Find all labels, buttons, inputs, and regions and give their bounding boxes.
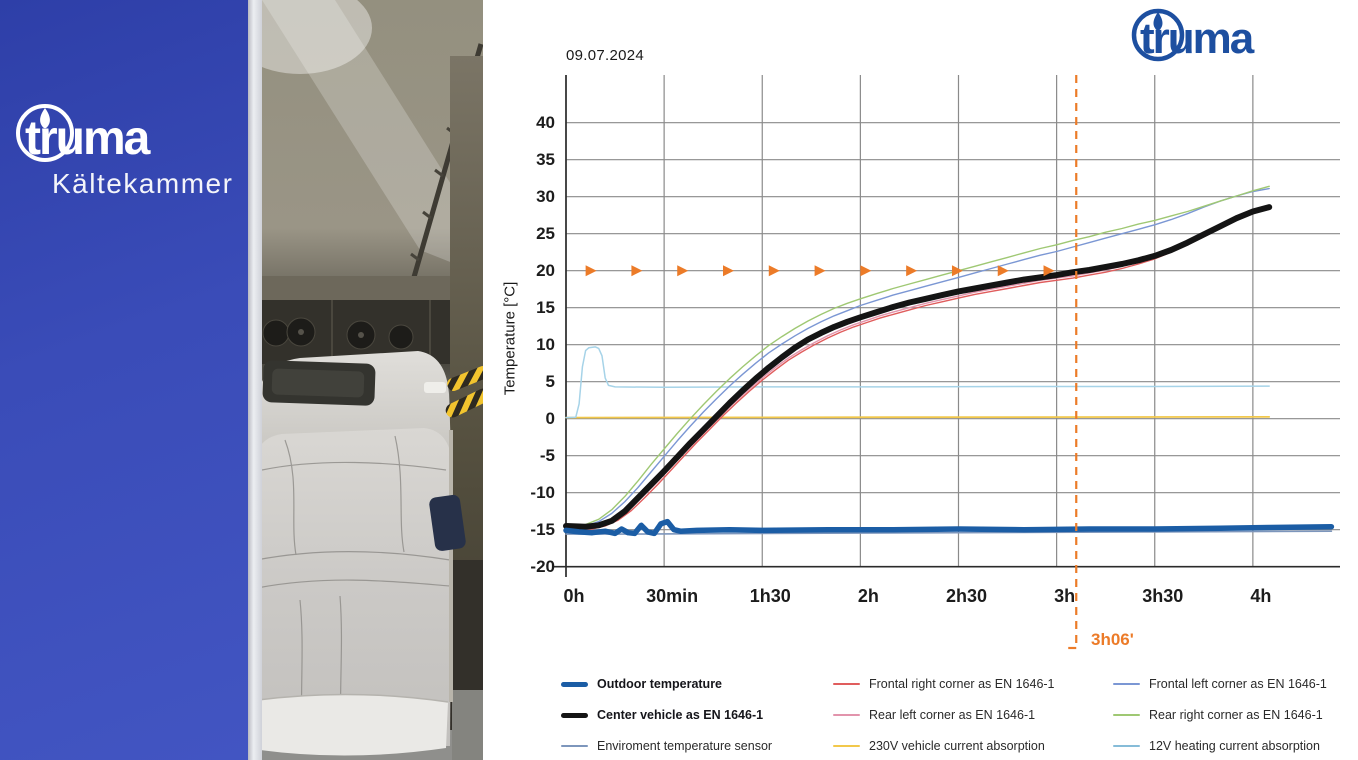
target-arrows-20c [585, 265, 1055, 277]
flame-icon [1153, 12, 1163, 31]
y-tick--20: -20 [530, 556, 555, 576]
legend-item-rear-right-corner-as-en-1646-1: Rear right corner as EN 1646-1 [1113, 707, 1323, 723]
logo-circle [16, 104, 74, 162]
legend-label: Outdoor temperature [597, 677, 723, 691]
legend-label: Enviroment temperature sensor [597, 739, 773, 753]
legend-item-12v-heating-current-absorption: 12V heating current absorption [1113, 738, 1320, 754]
y-tick-15: 15 [536, 297, 555, 317]
logo-circle [1131, 8, 1185, 62]
roof-label [424, 382, 446, 393]
legend-label: Center vehicle as EN 1646-1 [597, 708, 764, 722]
series-rear-right-corner-as-en-1646-1 [565, 185, 1270, 529]
legend-swatch [833, 714, 860, 716]
ceiling-light-streak [262, 0, 483, 275]
vehicle-tarp [254, 428, 452, 746]
y-tick-30: 30 [536, 186, 555, 206]
x-tick-1h30: 1h30 [749, 586, 791, 606]
series-frontal-left-corner-as-en-1646-1 [565, 187, 1270, 529]
floor-corner [452, 690, 483, 760]
stand-pole [449, 430, 453, 702]
caution-stripes [445, 366, 483, 418]
series-12v-heating-current-absorption [565, 346, 1270, 419]
legend-swatch [1113, 683, 1140, 685]
wall-beam [258, 276, 460, 302]
cold-chamber-photo: truma Kältekammer [0, 0, 483, 760]
legend-item-230v-vehicle-current-absorption: 230V vehicle current absorption [833, 738, 1045, 754]
legend-swatch [1113, 745, 1140, 747]
gridlines [565, 75, 1340, 567]
tarp-skirt [258, 694, 448, 756]
x-tick-4h: 4h [1250, 586, 1272, 606]
temperature-chart-panel: 09.07.2024 Temperature [°C] 3h06' truma … [483, 0, 1358, 760]
legend-label: Rear left corner as EN 1646-1 [869, 708, 1036, 722]
tarp-creases [255, 435, 451, 741]
series-enviroment-temperature-sensor [565, 530, 1333, 535]
legend-swatch [561, 681, 588, 687]
x-tick-2h30: 2h30 [945, 586, 987, 606]
y-tick-5: 5 [545, 371, 555, 391]
axes [553, 75, 1340, 577]
chamber-fans [262, 317, 414, 350]
legend-swatch [561, 712, 588, 718]
blue-chamber-door [0, 0, 248, 760]
truma-wordmark: truma [25, 112, 151, 165]
legend-label: Rear right corner as EN 1646-1 [1149, 708, 1323, 722]
legend-item-outdoor-temperature: Outdoor temperature [561, 676, 722, 692]
legend-swatch [833, 745, 860, 747]
legend-swatch [833, 683, 860, 685]
x-tick-3h30: 3h30 [1142, 586, 1184, 606]
series-outdoor-temperature [563, 518, 1335, 537]
truma-wordmark: truma [1140, 14, 1255, 63]
y-tick-20: 20 [536, 260, 555, 280]
legend-label: 230V vehicle current absorption [869, 739, 1045, 753]
series-center-vehicle-as-en-1646-1 [563, 204, 1273, 530]
flame-icon [40, 108, 50, 129]
series-230v-vehicle-current-absorption [565, 415, 1271, 419]
legend-label: Frontal left corner as EN 1646-1 [1149, 677, 1327, 691]
x-tick-30min: 30min [646, 586, 699, 606]
legend-item-rear-left-corner-as-en-1646-1: Rear left corner as EN 1646-1 [833, 707, 1035, 723]
legend-item-enviroment-temperature-sensor: Enviroment temperature sensor [561, 738, 772, 754]
chamber-caption: Kältekammer [52, 168, 234, 199]
y-tick--15: -15 [530, 519, 555, 539]
y-tick-40: 40 [536, 112, 555, 132]
y-tick-25: 25 [536, 223, 555, 243]
chart-date: 09.07.2024 [566, 47, 645, 64]
truma-logo-photo: truma [12, 96, 252, 168]
temperature-plot [553, 75, 1340, 650]
truma-logo-chart: truma [1128, 4, 1350, 64]
x-tick-0h: 0h [563, 586, 585, 606]
legend-item-frontal-left-corner-as-en-1646-1: Frontal left corner as EN 1646-1 [1113, 676, 1327, 692]
y-tick-10: 10 [536, 334, 555, 354]
ceiling-light-glow [228, 0, 372, 74]
door-edge [248, 0, 262, 760]
y-tick-0: 0 [545, 408, 555, 428]
legend-swatch [1113, 714, 1140, 716]
legend-swatch [561, 745, 588, 747]
x-tick-3h: 3h [1054, 586, 1076, 606]
legend-label: 12V heating current absorption [1149, 739, 1320, 753]
annotation-3h06-label: 3h06' [1091, 630, 1134, 649]
legend-item-frontal-right-corner-as-en-1646-1: Frontal right corner as EN 1646-1 [833, 676, 1055, 692]
y-tick-35: 35 [536, 149, 555, 169]
series-frontal-right-corner-as-en-1646-1 [565, 208, 1270, 531]
y-tick--5: -5 [539, 445, 555, 465]
legend-label: Frontal right corner as EN 1646-1 [869, 677, 1055, 691]
x-tick-2h: 2h [857, 586, 879, 606]
hanging-bag [429, 494, 466, 551]
y-tick--10: -10 [530, 482, 555, 502]
legend-item-center-vehicle-as-en-1646-1: Center vehicle as EN 1646-1 [561, 707, 763, 723]
chamber-detail-art [5, 0, 483, 760]
